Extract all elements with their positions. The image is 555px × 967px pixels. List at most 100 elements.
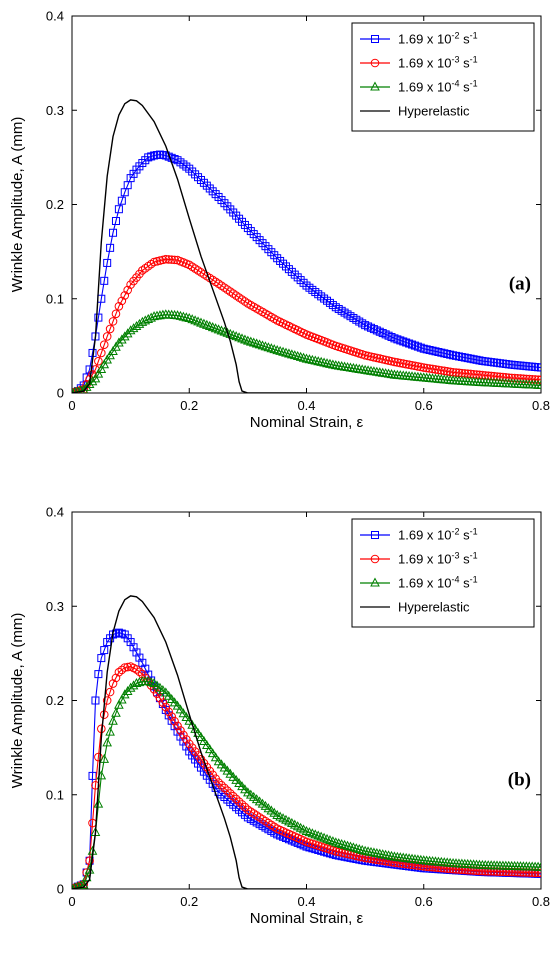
legend-box xyxy=(351,22,535,132)
data-point-0 xyxy=(311,288,320,297)
data-point-1 xyxy=(114,301,124,311)
data-point-0 xyxy=(296,276,305,285)
data-point-0 xyxy=(194,173,203,182)
legend-label-1: 1.69 x 10-3 s-1 xyxy=(398,551,478,567)
y-tick-label: 0.2 xyxy=(46,197,64,212)
data-point-1 xyxy=(428,364,437,374)
data-point-0 xyxy=(402,338,411,347)
data-point-0 xyxy=(126,174,135,183)
data-point-1 xyxy=(234,293,244,302)
data-point-0 xyxy=(91,696,100,705)
data-point-1 xyxy=(170,255,179,265)
data-point-0 xyxy=(129,643,138,652)
data-point-1 xyxy=(85,856,94,866)
data-point-2 xyxy=(234,777,244,788)
data-point-1 xyxy=(504,373,514,382)
data-point-2 xyxy=(99,359,110,369)
data-point-1 xyxy=(138,266,147,275)
data-point-1 xyxy=(225,287,235,296)
data-point-2 xyxy=(287,349,297,359)
data-point-2 xyxy=(310,355,321,365)
data-point-1 xyxy=(123,662,132,672)
data-point-2 xyxy=(386,850,397,860)
data-point-1 xyxy=(225,789,235,798)
data-point-2 xyxy=(216,759,227,769)
data-point-0 xyxy=(117,196,126,205)
data-point-0 xyxy=(114,205,123,214)
data-point-0 xyxy=(100,276,109,285)
data-point-2 xyxy=(122,328,133,338)
data-point-0 xyxy=(457,352,466,361)
data-point-2 xyxy=(125,682,136,692)
data-point-0 xyxy=(361,321,370,330)
data-point-1 xyxy=(167,255,176,264)
y-tick-label: 0.4 xyxy=(46,505,64,520)
x-axis-label: Nominal Strain, ε xyxy=(250,414,364,431)
data-point-0 xyxy=(94,670,103,679)
data-point-2 xyxy=(354,844,365,854)
data-point-1 xyxy=(410,361,420,371)
data-point-1 xyxy=(176,726,185,735)
data-point-2 xyxy=(228,771,239,781)
data-point-2 xyxy=(222,765,233,775)
series-line-0 xyxy=(72,153,541,393)
data-point-1 xyxy=(495,372,505,382)
data-point-0 xyxy=(94,313,103,322)
data-point-2 xyxy=(316,356,326,366)
data-point-0 xyxy=(425,346,434,355)
data-point-2 xyxy=(166,693,177,704)
data-point-0 xyxy=(202,181,211,190)
data-point-1 xyxy=(422,363,431,373)
data-point-1 xyxy=(164,707,174,717)
data-point-0 xyxy=(449,351,458,360)
data-point-2 xyxy=(199,735,209,745)
data-point-0 xyxy=(208,187,217,196)
data-point-2 xyxy=(284,348,294,358)
data-point-0 xyxy=(454,352,463,361)
series-group xyxy=(72,595,541,889)
panel-label: (a) xyxy=(509,273,531,294)
data-point-0 xyxy=(475,356,484,365)
data-point-1 xyxy=(489,371,499,381)
data-point-2 xyxy=(292,350,303,361)
data-point-0 xyxy=(179,737,188,746)
data-point-0 xyxy=(284,265,293,274)
y-tick-label: 0.1 xyxy=(46,787,64,802)
data-point-0 xyxy=(381,330,390,339)
data-point-1 xyxy=(527,374,537,384)
data-point-0 xyxy=(299,278,308,287)
data-point-0 xyxy=(472,355,481,364)
data-point-0 xyxy=(410,341,419,350)
data-point-1 xyxy=(132,665,141,674)
data-point-0 xyxy=(126,638,135,647)
data-point-2 xyxy=(96,363,107,373)
legend-marker-2 xyxy=(370,577,380,587)
data-point-2 xyxy=(383,850,394,860)
data-point-2 xyxy=(204,744,215,754)
data-point-0 xyxy=(191,170,200,179)
x-tick-label: 0 xyxy=(68,398,75,413)
series-line-1 xyxy=(72,666,541,889)
legend-label-1: 1.69 x 10-3 s-1 xyxy=(398,55,478,71)
y-tick-label: 0.4 xyxy=(46,9,64,24)
data-point-0 xyxy=(437,348,446,357)
data-point-1 xyxy=(111,309,121,319)
data-point-2 xyxy=(116,334,127,344)
data-point-0 xyxy=(469,355,478,364)
data-point-2 xyxy=(295,351,306,361)
data-point-0 xyxy=(325,298,334,307)
data-point-1 xyxy=(117,296,127,306)
legend-marker-0 xyxy=(371,35,379,43)
data-point-1 xyxy=(536,868,541,878)
data-point-2 xyxy=(169,697,180,707)
data-point-2 xyxy=(301,353,312,363)
data-point-0 xyxy=(281,262,290,271)
data-point-0 xyxy=(320,294,329,303)
legend-label-3: Hyperelastic xyxy=(398,600,470,615)
data-point-1 xyxy=(105,324,115,334)
data-point-0 xyxy=(466,354,475,363)
data-point-2 xyxy=(374,848,385,858)
data-point-0 xyxy=(179,160,188,169)
